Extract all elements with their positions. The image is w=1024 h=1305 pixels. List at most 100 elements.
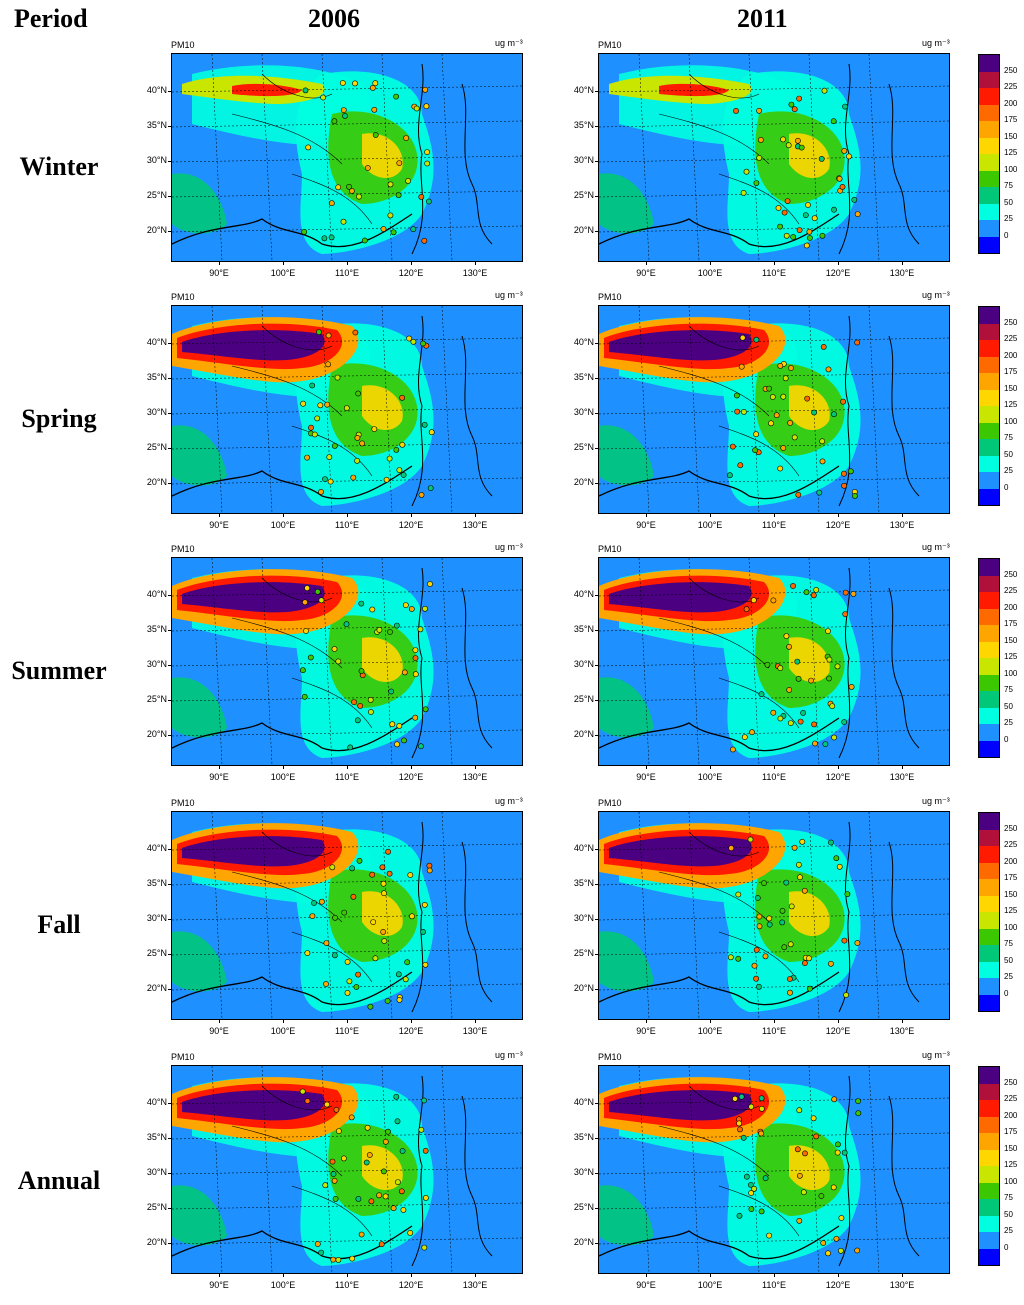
panel-unit: ug m⁻³ [495,1050,523,1060]
map-panel-annual-2011: PM10 ug m⁻³ 40°N 35°N 30°N 25°N 20°N 90°E 100°E 1… [555,1050,1024,1304]
lon-label: 110°E [762,520,786,530]
colorbar-label: 100 [1004,922,1018,932]
row-label-annual: Annual [17,1166,101,1195]
colorbar-segment [979,422,999,439]
lat-tick [595,884,599,885]
lat-label: 25°N [146,694,167,704]
colorbar-label: 150 [1004,131,1018,141]
panel-title: PM10 [171,798,195,808]
colorbar-segment [979,1199,999,1216]
lat-label: 20°N [573,477,594,487]
lon-label: 100°E [697,1280,723,1290]
panel-title: PM10 [171,1052,195,1062]
lon-tick [219,261,220,265]
lat-label: 30°N [146,913,167,923]
colorbar-segment [979,1083,999,1100]
lat-tick [168,1103,172,1104]
lon-tick [283,765,284,769]
lon-label: 120°E [825,772,851,782]
colorbar-label: 0 [1004,988,1009,998]
colorbar-label: 200 [1004,856,1018,866]
lat-tick [595,343,599,344]
colorbar-segment [979,895,999,912]
lat-label: 30°N [573,659,594,669]
lat-tick [168,595,172,596]
lon-tick [219,513,220,517]
lon-label: 130°E [889,1026,915,1036]
colorbar-segment [979,1248,999,1265]
lat-label: 30°N [573,155,594,165]
colorbar-label: 250 [1004,1077,1018,1087]
colorbar-label: 125 [1004,400,1018,409]
lat-label: 20°N [146,729,167,739]
colorbar-segment [979,994,999,1011]
lon-label: 120°E [825,1280,851,1290]
lon-label: 100°E [697,520,723,530]
colorbar-label: 150 [1004,383,1018,393]
lon-label: 120°E [398,1280,424,1290]
lat-tick [168,630,172,631]
colorbar-segment [979,236,999,253]
colorbar-label: 200 [1004,602,1018,612]
colorbar-label: 125 [1004,652,1018,661]
lon-label: 100°E [697,268,723,278]
colorbar-segment [979,1100,999,1117]
lon-tick [710,261,711,265]
colorbar-segment [979,608,999,625]
colorbar-label: 50 [1004,955,1013,965]
lon-tick [283,1019,284,1023]
lat-tick [168,849,172,850]
lat-label: 20°N [573,225,594,235]
colorbar-segment [979,1182,999,1199]
colorbar-segment [979,170,999,187]
lat-label: 25°N [573,948,594,958]
colorbar-segment [979,389,999,406]
colorbar-label: 175 [1004,367,1018,376]
colorbar-label: 250 [1004,569,1018,579]
lat-tick [595,989,599,990]
panel-title: PM10 [171,292,195,302]
colorbar-label: 50 [1004,701,1013,711]
lat-label: 30°N [573,913,594,923]
year-2011-header: 2011 [737,4,788,33]
colorbar-segment [979,71,999,88]
lat-label: 35°N [573,1132,594,1142]
colorbar-label: 200 [1004,1110,1018,1120]
lon-label: 90°E [636,1026,656,1036]
lat-label: 35°N [573,372,594,382]
lon-tick [710,513,711,517]
colorbar-segment [979,961,999,978]
lat-tick [595,1208,599,1209]
lat-label: 25°N [146,442,167,452]
lon-label: 110°E [335,520,359,530]
lat-label: 40°N [573,1097,594,1107]
lon-tick [219,765,220,769]
colorbar-label: 175 [1004,1127,1018,1136]
lon-label: 100°E [270,520,296,530]
map-panel-spring-2006: PM10 ug m⁻³ 40°N 35°N 30°N 25°N 20°N 90°E 100°E 1… [128,290,601,544]
lat-tick [168,161,172,162]
colorbar-segment [979,575,999,592]
lat-label: 25°N [573,442,594,452]
lat-tick [595,1103,599,1104]
lon-label: 130°E [889,268,915,278]
colorbar-segment [979,1067,999,1084]
lat-tick [168,665,172,666]
colorbar-label: 100 [1004,164,1018,174]
colorbar-segment [979,1133,999,1150]
colorbar-segment [979,488,999,505]
lat-tick [595,849,599,850]
lat-tick [168,1173,172,1174]
colorbar-label: 0 [1004,482,1009,492]
lon-tick [475,1273,476,1277]
lat-label: 30°N [146,659,167,669]
lat-tick [595,126,599,127]
lat-tick [595,91,599,92]
colorbar-segment [979,55,999,72]
colorbar-segment [979,740,999,757]
map-panel-summer-2011: PM10 ug m⁻³ 40°N 35°N 30°N 25°N 20°N 90°E 100°E 1… [555,542,1024,796]
lat-tick [168,196,172,197]
colorbar-segment [979,945,999,962]
colorbar-segment [979,88,999,105]
lon-tick [710,1273,711,1277]
